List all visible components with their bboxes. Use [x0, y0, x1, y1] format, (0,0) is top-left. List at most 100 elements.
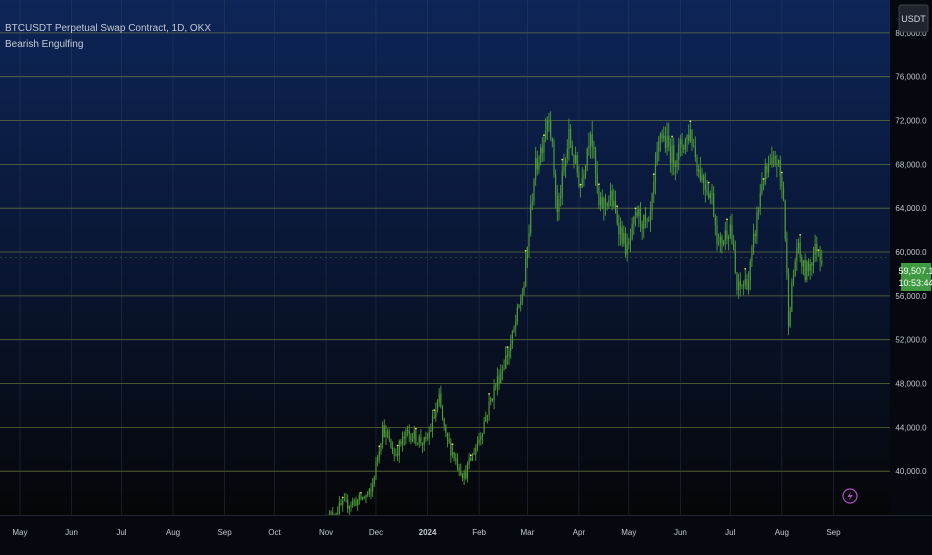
candle-body — [581, 177, 583, 188]
candle-body — [398, 441, 400, 456]
candle-body — [698, 169, 700, 172]
candle-body — [463, 472, 465, 479]
candle-body — [461, 474, 464, 479]
candle-body — [761, 184, 763, 193]
candle-body — [728, 236, 730, 240]
candle-body — [631, 224, 633, 239]
candle-body — [455, 458, 457, 460]
candle-body — [713, 193, 715, 217]
x-tick-label: Sep — [826, 528, 841, 537]
candle-body — [661, 133, 663, 139]
candle-body — [503, 368, 505, 370]
candle-body — [806, 261, 808, 280]
candle-body — [380, 442, 382, 451]
candle-body — [378, 450, 380, 458]
candle-body — [626, 244, 628, 255]
candle-body — [420, 436, 422, 444]
candle-body — [764, 165, 766, 185]
candle-body — [606, 203, 608, 207]
candle-body — [814, 243, 816, 256]
candle-body — [741, 285, 743, 287]
candle-body — [425, 437, 427, 439]
candle-body — [446, 432, 449, 440]
candle-body — [679, 139, 681, 145]
candle-body — [693, 145, 695, 147]
signal-marker — [543, 134, 545, 137]
last-price-value: 59,507.1 — [898, 266, 932, 276]
candle-body — [348, 506, 350, 509]
candle-body — [416, 443, 419, 445]
candle-body — [396, 454, 399, 456]
indicator-label[interactable]: Bearish Engulfing — [5, 39, 83, 50]
candle-body — [563, 166, 565, 172]
candle-body — [421, 443, 424, 445]
candle-body — [345, 499, 347, 501]
candle-body — [518, 304, 520, 307]
candle-body — [704, 183, 706, 190]
candle-body — [663, 135, 665, 139]
candle-body — [347, 499, 349, 509]
candle-body — [551, 137, 553, 142]
candle-body — [470, 457, 472, 461]
candle-body — [448, 439, 450, 443]
signal-marker — [360, 491, 362, 494]
candle-body — [586, 148, 588, 166]
candle-body — [623, 233, 625, 244]
candle-body — [490, 398, 492, 402]
candle-body — [561, 171, 563, 197]
candle-body — [603, 198, 605, 209]
candle-body — [483, 421, 485, 434]
candle-body — [508, 350, 510, 357]
signal-marker — [469, 454, 472, 457]
signal-marker — [762, 178, 765, 180]
candle-body — [696, 157, 698, 172]
candle-body — [553, 141, 555, 175]
candle-body — [360, 494, 362, 500]
candle-body — [545, 131, 547, 139]
signal-marker — [414, 427, 417, 430]
candle-body — [405, 430, 407, 438]
candle-body — [355, 500, 357, 506]
candle-body — [634, 212, 637, 219]
candle-body — [375, 461, 377, 478]
signal-marker — [744, 267, 747, 270]
x-tick-label: May — [12, 528, 27, 537]
candle-body — [611, 190, 613, 207]
signal-marker — [597, 183, 600, 186]
candle-body — [731, 224, 733, 244]
candle-body — [383, 425, 385, 438]
signal-marker — [524, 249, 527, 252]
candle-body — [644, 214, 647, 221]
candle-body — [643, 214, 645, 229]
candle-body — [757, 207, 760, 213]
candle-body — [535, 158, 537, 180]
chart-legend: BTCUSDT Perpetual Swap Contract, 1D, OKX… — [5, 23, 211, 50]
candle-body — [387, 431, 389, 437]
candle-body — [608, 199, 610, 207]
currency-badge[interactable]: USDT — [898, 4, 929, 33]
signal-marker — [506, 346, 509, 348]
lightning-icon[interactable] — [842, 488, 858, 504]
candle-body — [418, 436, 420, 444]
candle-body — [638, 209, 640, 216]
candle-body — [681, 139, 683, 148]
x-axis[interactable]: May Jun Jul Aug Sep Oct Nov Dec 2024 Feb Mar Apr May… — [0, 515, 932, 550]
candle-body — [766, 165, 768, 173]
candle-body — [430, 429, 432, 432]
candle-body — [646, 220, 648, 222]
x-tick-label: Jun — [674, 528, 687, 537]
candle-body — [794, 261, 796, 276]
candle-body — [411, 439, 414, 442]
candle-body — [738, 281, 740, 291]
signal-marker — [707, 181, 710, 184]
candle-body — [540, 147, 542, 163]
candle-body — [694, 146, 696, 158]
y-axis[interactable]: 40,000.0 44,000.0 48,000.0 52,000.0 56,000.0… — [890, 0, 932, 515]
candle-body — [816, 243, 818, 252]
candle-body — [500, 372, 502, 383]
candle-body — [558, 198, 560, 213]
candle-body — [451, 452, 454, 456]
candle-body — [648, 220, 650, 222]
